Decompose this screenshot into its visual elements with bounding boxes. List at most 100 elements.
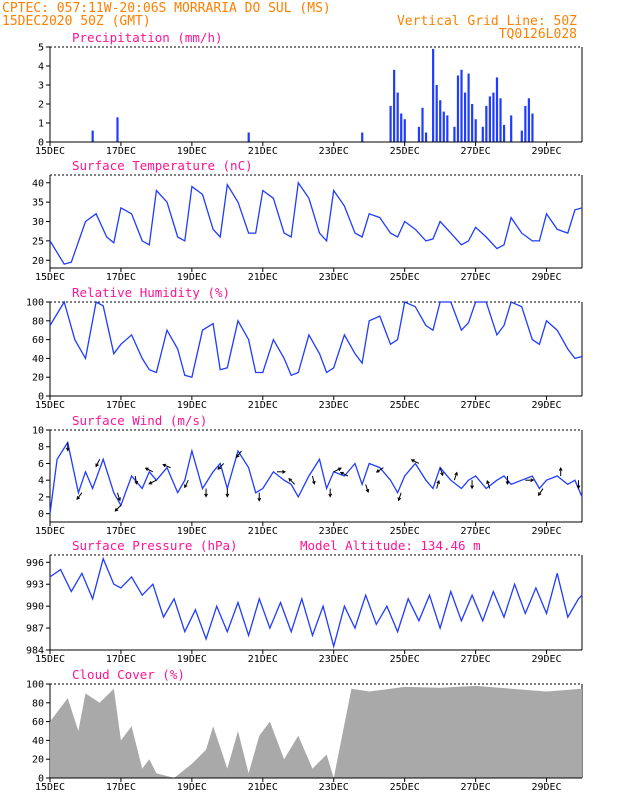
wind-xtick-label: 15DEC <box>35 526 65 537</box>
pres-ytick-label: 987 <box>26 624 44 635</box>
wind-arrow-head <box>505 481 510 486</box>
wind-arrow <box>95 459 101 467</box>
wind-arrow-head <box>440 472 444 477</box>
pres-xtick-label: 19DEC <box>177 654 207 665</box>
wind-arrow-head <box>375 469 380 473</box>
rh-line <box>49 300 583 379</box>
pres-ytick-label: 993 <box>26 580 44 591</box>
wind-arrow <box>311 475 315 484</box>
pres-xtick-label: 15DEC <box>35 654 65 665</box>
precip-bar <box>400 113 403 142</box>
wind-arrow-head <box>65 447 70 452</box>
wind-arrow <box>114 504 122 512</box>
wind-arrow-head <box>217 466 222 470</box>
rh-xtick-label: 25DEC <box>390 400 420 411</box>
grid-line-note: Vertical Grid Line: 50Z <box>397 14 577 29</box>
wind-arrow-head <box>410 459 415 463</box>
precip-bar <box>421 107 424 142</box>
precip-bar <box>460 69 463 142</box>
pres-title: Surface Pressure (hPa) <box>72 538 238 553</box>
wind-arrow-head <box>225 493 230 498</box>
wind-arrow-head <box>436 479 440 484</box>
cloud-ytick-label: 100 <box>26 680 44 691</box>
precip-bar <box>389 105 392 142</box>
precip-bar <box>442 111 445 142</box>
wind-arrow-head <box>537 492 542 497</box>
precip-bar <box>396 92 399 142</box>
precip-bar <box>531 113 534 142</box>
cloud-xtick-label: 15DEC <box>35 782 65 793</box>
precip-bar <box>485 105 488 142</box>
precip-bar <box>456 75 460 142</box>
wind-arrow-head <box>576 485 581 490</box>
temp-xtick-label: 25DEC <box>390 272 420 283</box>
precip-bar <box>463 92 467 142</box>
wind-ytick-label: 6 <box>38 459 44 470</box>
wind-line <box>49 440 583 514</box>
precip-bar <box>492 92 495 142</box>
wind-arrow <box>162 464 171 469</box>
wind-arrow-head <box>114 507 119 512</box>
precip-ytick-label: 3 <box>38 81 44 92</box>
wind-xtick-label: 23DEC <box>319 526 349 537</box>
wind-ytick-label: 10 <box>32 426 44 437</box>
rh-xtick-label: 21DEC <box>248 400 278 411</box>
rh-title: Relative Humidity (%) <box>72 285 230 300</box>
precip-xtick-label: 25DEC <box>390 146 420 157</box>
wind-xtick-label: 17DEC <box>106 526 136 537</box>
rh-xtick-label: 15DEC <box>35 400 65 411</box>
wind-arrow-head <box>162 463 167 468</box>
temp-xtick-label: 19DEC <box>177 272 207 283</box>
precip-ytick-label: 5 <box>38 43 44 54</box>
wind-arrow-head <box>486 479 490 484</box>
precip-ytick-label: 4 <box>38 62 44 73</box>
pres-line <box>49 556 583 649</box>
precip-bar <box>520 130 523 142</box>
precip-bar <box>446 115 449 142</box>
wind-arrow <box>376 467 384 473</box>
wind-arrow <box>411 459 420 464</box>
precip-bar <box>524 105 527 142</box>
wind-arrow <box>436 480 440 489</box>
cloud-title: Cloud Cover (%) <box>72 667 185 682</box>
wind-panel: Surface Wind (m/s) 0 2 4 6 8 10 15DEC 17DEC 19DEC… <box>32 413 583 537</box>
wind-xtick-label: 25DEC <box>390 526 420 537</box>
precip-bar <box>393 69 396 142</box>
precip-ytick-label: 0 <box>38 138 44 149</box>
wind-arrow <box>453 472 458 481</box>
precip-bar <box>435 85 438 142</box>
rh-xtick-label: 23DEC <box>319 400 349 411</box>
precip-ytick-label: 2 <box>38 100 44 111</box>
wind-title: Surface Wind (m/s) <box>72 413 207 428</box>
precip-xtick-label: 19DEC <box>177 146 207 157</box>
wind-arrow-head <box>470 485 474 490</box>
precip-bar <box>488 96 491 142</box>
wind-arrow <box>236 450 242 458</box>
wind-ytick-label: 8 <box>38 442 44 453</box>
temp-xtick-label: 21DEC <box>248 272 278 283</box>
cloud-panel: Cloud Cover (%) 0 20 40 60 80 100 15DEC 17DEC 19D… <box>26 667 583 793</box>
rh-ytick-label: 0 <box>38 392 44 403</box>
wind-arrow <box>145 467 154 473</box>
wind-arrow <box>217 463 225 470</box>
rh-xtick-label: 19DEC <box>177 400 207 411</box>
temp-xtick-label: 15DEC <box>35 272 65 283</box>
temp-xtick-label: 29DEC <box>531 272 561 283</box>
wind-arrow-head <box>76 496 81 500</box>
rh-xtick-label: 27DEC <box>461 400 491 411</box>
temp-title: Surface Temperature (nC) <box>72 158 253 173</box>
wind-xtick-label: 27DEC <box>461 526 491 537</box>
precip-ytick-label: 1 <box>38 119 44 130</box>
pres-ytick-label: 990 <box>26 602 44 613</box>
precip-bar <box>481 126 484 142</box>
temp-xtick-label: 23DEC <box>319 272 349 283</box>
wind-arrow <box>340 471 349 477</box>
precip-panel: Precipitation (mm/h) 0 1 2 3 4 5 15DEC 17DEC 19DE… <box>35 30 583 157</box>
cloud-xtick-label: 23DEC <box>319 782 349 793</box>
precip-bar <box>247 132 250 142</box>
precip-bar <box>432 48 435 142</box>
wind-ytick-label: 0 <box>38 509 44 520</box>
pres-ytick-label: 984 <box>26 646 44 657</box>
model-id: TQ0126L028 <box>499 27 577 42</box>
wind-arrow <box>76 492 83 500</box>
